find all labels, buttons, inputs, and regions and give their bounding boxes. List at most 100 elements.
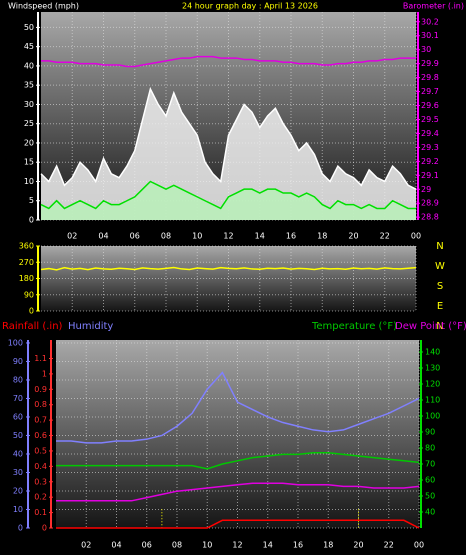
x-tick-label: 04 [98,232,108,241]
y2-tick-label: 29.5 [421,115,439,124]
y-tick-label: 45 [24,42,34,51]
chart-title: 24 hour graph day : April 13 2026 [182,2,318,11]
y2-tick-label: 120 [425,380,440,389]
x-tick-label: 22 [384,541,394,550]
y3-tick-label: 0.7 [34,416,47,425]
y2-tick-label: 29.9 [421,59,439,68]
y2-tick-label: 90 [425,428,435,437]
compass-label: W [435,261,445,272]
y-tick-label: 180 [19,274,34,283]
y-tick-label: 80 [13,375,23,384]
y2-tick-label: 29.2 [421,157,439,166]
y-tick-label: 0 [18,524,23,533]
y-tick-label: 25 [24,119,34,128]
y2-tick-label: 30.2 [421,17,439,26]
series-line [40,180,416,210]
series-line [56,371,420,444]
series-name: Humidity [68,321,113,332]
y-tick-label: 5 [29,196,34,205]
x-tick-label: 08 [161,232,171,241]
x-tick-label: 06 [130,232,140,241]
y-tick-label: 60 [13,412,23,421]
y-tick-label: 20 [13,486,23,495]
y-tick-label: 0 [29,307,34,316]
series-name: Rainfall (.in) [2,321,63,332]
y-tick-label: 15 [24,158,34,167]
x-tick-label: 02 [81,541,91,550]
y-tick-label: 360 [19,242,34,251]
y3-tick-label: 0 [42,524,47,533]
x-tick-label: 08 [172,541,182,550]
y-tick-label: 10 [24,177,34,186]
compass-label: N [436,321,443,332]
x-tick-label: 06 [142,541,152,550]
y2-tick-label: 30.1 [421,31,439,40]
y2-tick-label: 29.6 [421,101,439,110]
y3-tick-label: 0.8 [34,400,47,409]
series-area [41,89,416,220]
y-tick-label: 90 [24,290,34,299]
y2-tick-label: 130 [425,364,440,373]
x-tick-label: 10 [202,541,212,550]
x-tick-label: 10 [192,232,202,241]
x-tick-label: 12 [223,232,233,241]
y3-tick-label: 0.4 [34,462,47,471]
x-tick-label: 14 [255,232,265,241]
y2-tick-label: 80 [425,444,435,453]
x-tick-label: 02 [67,232,77,241]
series-line [40,266,417,271]
series-area [41,181,416,220]
series-name: Temperature (°F) [311,321,397,332]
x-tick-label: 20 [348,232,358,241]
y2-tick-label: 140 [425,348,440,357]
y2-tick-label: 29.4 [421,129,439,138]
y2-tick-label: 28.8 [421,213,439,222]
y3-tick-label: 0.3 [34,477,47,486]
y2-tick-label: 30 [421,45,431,54]
x-tick-label: 00 [414,541,424,550]
y2-tick-label: 29.7 [421,87,439,96]
y2-tick-label: 28.9 [421,199,439,208]
y-tick-label: 270 [19,258,34,267]
y-tick-label: 40 [13,449,23,458]
x-tick-label: 22 [380,232,390,241]
y3-tick-label: 0.2 [34,493,47,502]
x-tick-label: 18 [323,541,333,550]
y2-tick-label: 100 [425,412,440,421]
y2-tick-label: 29.8 [421,73,439,82]
y-tick-label: 35 [24,81,34,90]
series-line [41,55,416,68]
series-name: Dew Point (°F) [395,321,466,332]
y2-tick-label: 29.3 [421,143,439,152]
y3-tick-label: 0.6 [34,431,47,440]
windspeed-label: Windspeed (mph) [8,2,79,11]
y3-tick-label: 0.9 [34,385,47,394]
x-tick-label: 14 [263,541,273,550]
x-tick-label: 20 [353,541,363,550]
x-tick-label: 12 [232,541,242,550]
compass-label: E [437,301,443,312]
x-tick-label: 16 [293,541,303,550]
y-tick-label: 10 [13,505,23,514]
y-tick-label: 40 [24,61,34,70]
series-line [56,452,420,470]
y-tick-label: 50 [24,23,34,32]
series-line [56,482,420,502]
y-tick-label: 90 [13,357,23,366]
y2-tick-label: 29 [421,185,431,194]
y-tick-label: 30 [24,100,34,109]
x-tick-label: 00 [411,232,421,241]
y-tick-label: 20 [24,138,34,147]
y-tick-label: 30 [13,468,23,477]
y2-tick-label: 29.1 [421,171,439,180]
x-tick-label: 16 [286,232,296,241]
y2-tick-label: 70 [425,460,435,469]
series-line [56,519,420,529]
y3-tick-label: 1 [42,369,47,378]
compass-label: S [437,281,443,292]
series-line [40,86,417,190]
y2-tick-label: 110 [425,396,440,405]
y-tick-label: 50 [13,431,23,440]
